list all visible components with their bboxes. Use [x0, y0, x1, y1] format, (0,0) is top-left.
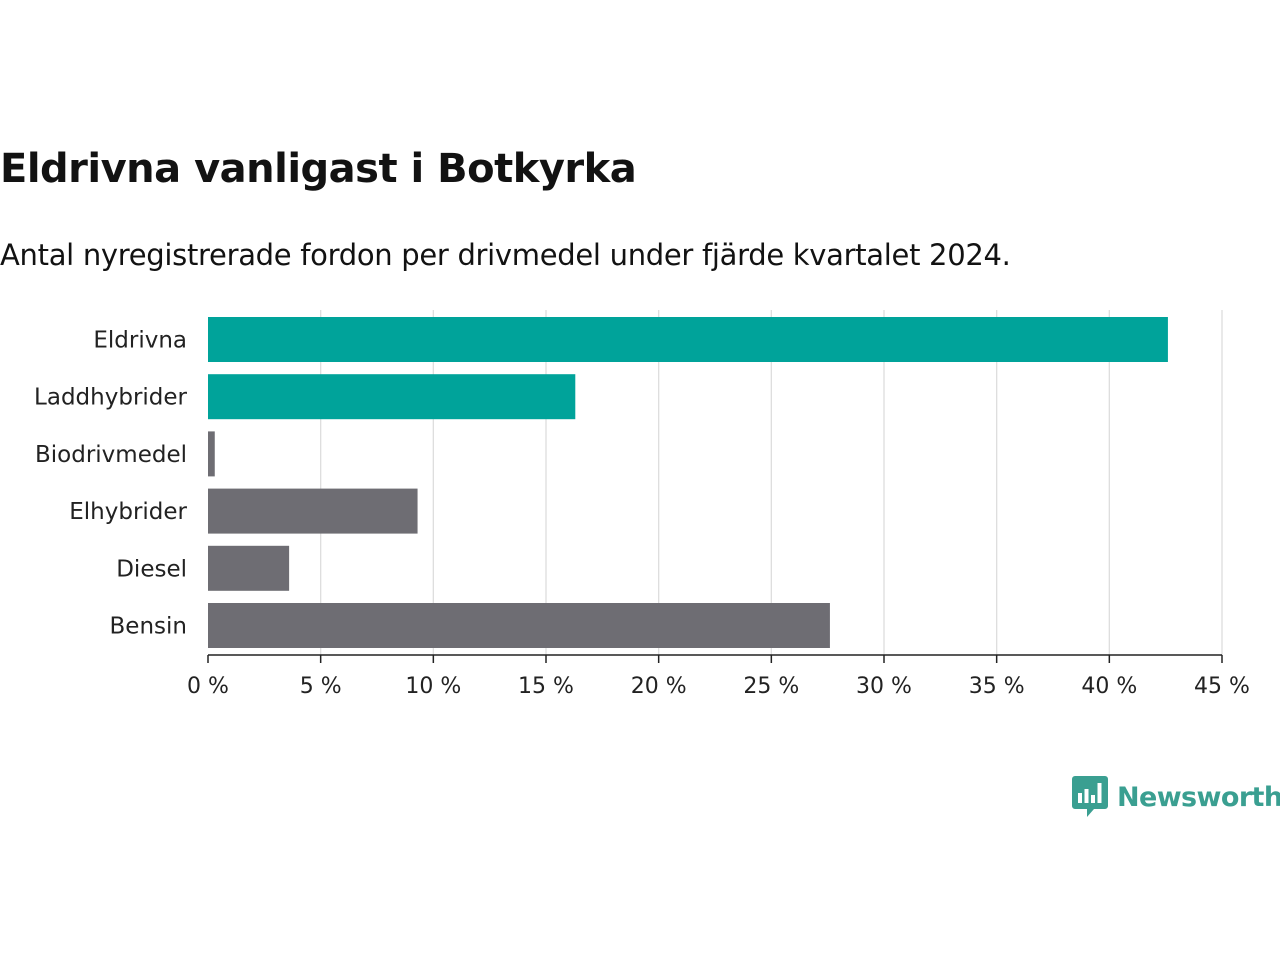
x-tick-label-40: 40 %: [1081, 674, 1137, 699]
category-labels: Eldrivna Laddhybrider Biodrivmedel Elhybrid…: [34, 328, 187, 640]
category-label-laddhybrider: Laddhybrider: [34, 385, 187, 411]
x-tick-label-35: 35 %: [969, 674, 1025, 699]
x-axis: 0 % 5 % 10 % 15 % 20 % 25 % 30 % 35 % 40 % 45 %: [187, 654, 1250, 699]
x-tick-label-10: 10 %: [405, 674, 461, 699]
gridlines: [320, 310, 1223, 655]
bar-elhybrider: [208, 488, 418, 534]
bar-laddhybrider: [208, 374, 576, 420]
x-tick-label-30: 30 %: [856, 674, 912, 699]
x-tick-label-25: 25 %: [743, 674, 799, 699]
chart-subtitle: Antal nyregistrerade fordon per drivmede…: [0, 238, 1011, 272]
x-tick-label-45: 45 %: [1194, 674, 1250, 699]
bar-bensin: [208, 603, 830, 648]
x-tick-label-20: 20 %: [631, 674, 687, 699]
newsworthy-logo: Newsworthy: [1072, 776, 1280, 818]
x-tick-label-5: 5 %: [300, 674, 342, 699]
category-label-biodrivmedel: Biodrivmedel: [35, 442, 187, 468]
category-label-eldrivna: Eldrivna: [93, 328, 187, 354]
newsworthy-logo-icon: [1072, 776, 1108, 817]
newsworthy-logo-text: Newsworthy: [1117, 781, 1280, 813]
bar-eldrivna: [208, 317, 1168, 362]
chart-title: Eldrivna vanligast i Botkyrka: [0, 146, 637, 192]
bar-diesel: [208, 545, 290, 591]
bar-biodrivmedel: [208, 431, 215, 477]
bars: [208, 317, 1168, 648]
x-tick-label-15: 15 %: [518, 674, 574, 699]
category-label-diesel: Diesel: [116, 556, 187, 582]
x-tick-label-0: 0 %: [187, 674, 229, 699]
category-label-bensin: Bensin: [110, 614, 187, 640]
category-label-elhybrider: Elhybrider: [69, 499, 187, 525]
